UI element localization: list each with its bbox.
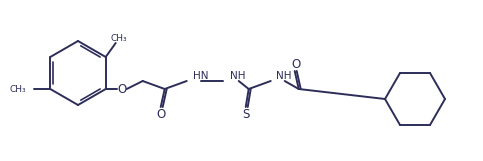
Text: O: O (291, 57, 300, 71)
Text: NH: NH (230, 71, 245, 81)
Text: NH: NH (276, 71, 291, 81)
Text: CH₃: CH₃ (111, 33, 127, 43)
Text: S: S (242, 109, 249, 122)
Text: CH₃: CH₃ (10, 85, 26, 94)
Text: HN: HN (193, 71, 208, 81)
Text: O: O (117, 82, 127, 95)
Text: O: O (156, 108, 165, 120)
